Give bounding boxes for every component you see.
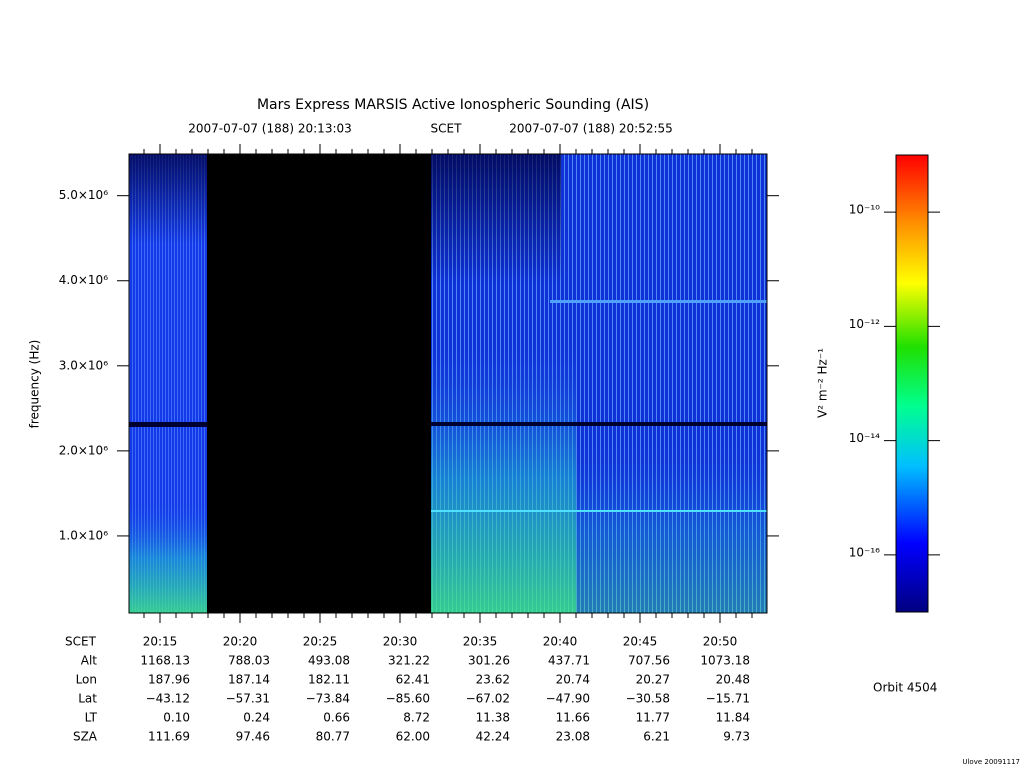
ephemeris-value: 182.11 — [308, 673, 350, 687]
ephemeris-value: 11.84 — [716, 711, 750, 725]
ephemeris-value: 0.10 — [163, 711, 190, 725]
colorbar-tick-label: 10⁻¹² — [849, 317, 880, 331]
x-tick-label: 20:50 — [703, 635, 738, 649]
colorbar-label: V² m⁻² Hz⁻¹ — [816, 348, 830, 418]
ephemeris-value: 9.73 — [723, 730, 750, 744]
ephemeris-value: 11.38 — [476, 711, 510, 725]
ephemeris-value: −30.58 — [626, 692, 670, 706]
row-label: Lon — [76, 673, 97, 687]
ephemeris-value: −15.71 — [706, 692, 750, 706]
y-tick-label: 5.0×10⁶ — [59, 188, 108, 202]
start-time: 2007-07-07 (188) 20:13:03 — [188, 122, 352, 136]
ephemeris-value: 0.66 — [323, 711, 350, 725]
y-tick-label: 3.0×10⁶ — [59, 358, 108, 372]
orbit: Orbit 4504 — [873, 681, 937, 695]
row-label: Lat — [78, 692, 97, 706]
ephemeris-value: 11.66 — [556, 711, 590, 725]
time-row-label: SCET — [65, 635, 97, 649]
ephemeris-value: 0.24 — [243, 711, 270, 725]
ephemeris-value: −47.90 — [546, 692, 590, 706]
y-tick-label: 2.0×10⁶ — [59, 443, 108, 457]
x-tick-label: 20:20 — [223, 635, 258, 649]
ephemeris-value: −73.84 — [306, 692, 350, 706]
time-system: SCET — [431, 122, 463, 136]
colorbar-tick-label: 10⁻¹⁰ — [849, 203, 880, 217]
row-label: LT — [85, 711, 98, 725]
colorbar-tick-label: 10⁻¹⁶ — [849, 545, 880, 559]
ephemeris-value: 20.27 — [636, 673, 670, 687]
ephemeris-value: 62.41 — [396, 673, 430, 687]
ephemeris-value: 80.77 — [316, 730, 350, 744]
ephemeris-value: 6.21 — [643, 730, 670, 744]
row-label: SZA — [73, 730, 98, 744]
x-tick-label: 20:30 — [383, 635, 418, 649]
footer: Ulove 20091117 — [962, 758, 1020, 766]
ephemeris-value: 20.74 — [556, 673, 590, 687]
title: Mars Express MARSIS Active Ionospheric S… — [257, 97, 649, 113]
x-tick-label: 20:40 — [543, 635, 578, 649]
ephemeris-value: −43.12 — [146, 692, 190, 706]
ephemeris-value: −85.60 — [386, 692, 430, 706]
ephemeris-value: 42.24 — [476, 730, 510, 744]
ephemeris-value: 23.62 — [476, 673, 510, 687]
row-label: Alt — [81, 654, 98, 668]
ephemeris-value: 20.48 — [716, 673, 750, 687]
ephemeris-value: 97.46 — [236, 730, 270, 744]
ephemeris-value: −67.02 — [466, 692, 510, 706]
end-time: 2007-07-07 (188) 20:52:55 — [509, 122, 673, 136]
ephemeris-value: 321.22 — [388, 654, 430, 668]
colorbar-tick-label: 10⁻¹⁴ — [849, 431, 880, 445]
y-tick-label: 4.0×10⁶ — [59, 273, 108, 287]
ephemeris-value: 437.71 — [548, 654, 590, 668]
ephemeris-value: 1168.13 — [140, 654, 190, 668]
ephemeris-value: 23.08 — [556, 730, 590, 744]
x-tick-label: 20:35 — [463, 635, 498, 649]
y-axis-label: frequency (Hz) — [28, 340, 42, 429]
y-tick-label: 1.0×10⁶ — [59, 528, 108, 542]
ephemeris-value: 187.14 — [228, 673, 270, 687]
ephemeris-value: 707.56 — [628, 654, 670, 668]
ephemeris-value: 301.26 — [468, 654, 510, 668]
ephemeris-value: −57.31 — [226, 692, 270, 706]
ephemeris-value: 11.77 — [636, 711, 670, 725]
ephemeris-value: 788.03 — [228, 654, 270, 668]
ephemeris-value: 1073.18 — [700, 654, 750, 668]
ephemeris-value: 111.69 — [148, 730, 190, 744]
x-tick-label: 20:15 — [143, 635, 178, 649]
ephemeris-value: 493.08 — [308, 654, 350, 668]
ephemeris-value: 8.72 — [403, 711, 430, 725]
x-tick-label: 20:45 — [623, 635, 658, 649]
x-tick-label: 20:25 — [303, 635, 338, 649]
ephemeris-value: 62.00 — [396, 730, 430, 744]
colorbar — [895, 154, 929, 613]
spectrogram — [129, 154, 767, 613]
ephemeris-value: 187.96 — [148, 673, 190, 687]
